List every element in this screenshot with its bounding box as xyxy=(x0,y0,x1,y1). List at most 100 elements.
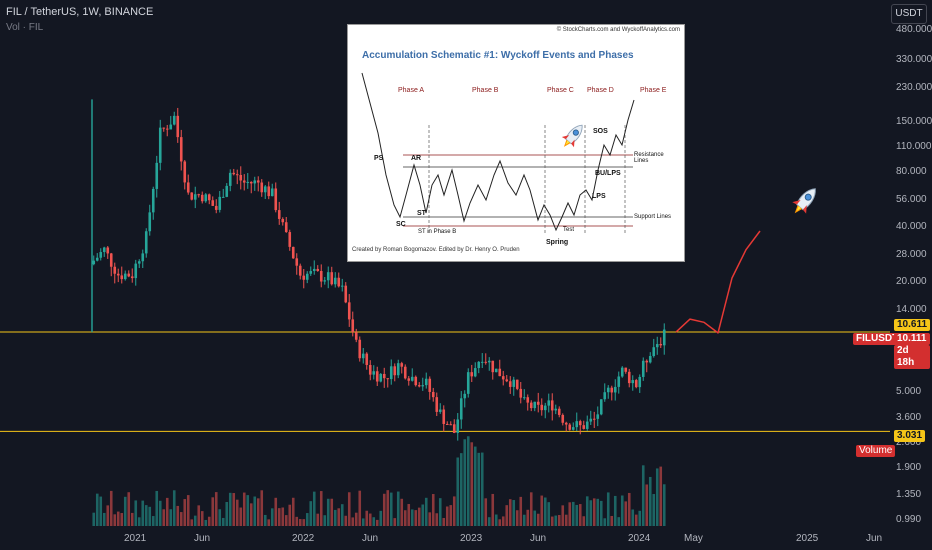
candle-body xyxy=(519,388,523,398)
volume-bar xyxy=(522,514,526,526)
currency-button[interactable]: USDT xyxy=(891,4,927,24)
candle-body xyxy=(396,363,400,376)
candle-body xyxy=(183,161,187,183)
candle-body xyxy=(659,344,663,346)
candle-body xyxy=(641,360,645,377)
volume-indicator-title[interactable]: Vol · FIL xyxy=(6,22,44,33)
volume-bar xyxy=(221,517,225,526)
lower-line-price-tag: 3.031 xyxy=(894,430,926,442)
candle-body xyxy=(354,332,358,340)
volume-bar xyxy=(193,515,197,526)
candle-body xyxy=(445,423,449,425)
candle-body xyxy=(613,386,617,393)
volume-bar xyxy=(550,516,554,526)
volume-bar xyxy=(648,476,652,526)
resistance-lines-label: Resistance Lines xyxy=(634,152,664,164)
candle-body xyxy=(533,401,537,409)
volume-bar xyxy=(631,509,635,526)
candle-body xyxy=(200,194,204,202)
candle-body xyxy=(624,367,628,372)
candle-body xyxy=(281,218,285,223)
volume-bar xyxy=(634,514,638,526)
price-axis-label: 80.000 xyxy=(896,165,927,177)
candle-body xyxy=(550,400,554,411)
volume-bar xyxy=(421,504,425,526)
candle-body xyxy=(151,188,155,213)
candle-body xyxy=(515,379,519,389)
volume-bar xyxy=(92,512,96,526)
volume-bar xyxy=(547,502,551,526)
candle-body xyxy=(316,268,320,271)
volume-bar xyxy=(449,505,453,526)
candle-body xyxy=(459,398,463,420)
volume-bar xyxy=(641,465,645,526)
volume-bar xyxy=(330,498,334,526)
candle-body xyxy=(123,273,127,280)
candle-body xyxy=(599,399,603,415)
volume-bar xyxy=(165,497,169,526)
volume-bar xyxy=(575,504,579,526)
candle-body xyxy=(225,185,229,197)
volume-bar xyxy=(365,510,369,526)
volume-bar xyxy=(228,492,232,526)
price-axis-label: 110.000 xyxy=(896,140,932,152)
candle-body xyxy=(379,373,383,382)
inset-copyright: © StockCharts.com and WyckoffAnalytics.c… xyxy=(556,27,680,33)
volume-bar xyxy=(326,498,330,526)
volume-bar xyxy=(508,499,512,526)
volume-bar xyxy=(169,509,173,526)
candle-body xyxy=(491,360,495,373)
volume-bar xyxy=(148,506,152,526)
volume-bar xyxy=(470,442,474,526)
candle-body xyxy=(571,427,575,430)
price-axis-label: 480.000 xyxy=(896,24,932,35)
event-bu-lps: BU/LPS xyxy=(595,170,621,177)
volume-bar xyxy=(116,511,120,526)
phase-c-label: Phase C xyxy=(547,87,574,94)
candle-body xyxy=(137,261,141,264)
price-axis-label: 150.000 xyxy=(896,116,932,128)
volume-bar xyxy=(435,513,439,526)
candle-body xyxy=(634,380,638,388)
volume-bar xyxy=(645,484,649,526)
candle-body xyxy=(347,302,351,320)
candle-body xyxy=(540,404,544,411)
candle-body xyxy=(361,353,365,359)
volume-bar xyxy=(144,505,148,526)
candle-body xyxy=(235,174,239,176)
volume-bar xyxy=(319,491,323,526)
symbol-title[interactable]: FIL / TetherUS, 1W, BINANCE xyxy=(6,6,154,18)
volume-bar xyxy=(561,505,565,526)
candle-body xyxy=(291,246,295,259)
candle-body xyxy=(596,414,600,419)
price-axis-label: 28.000 xyxy=(896,249,927,261)
candle-body xyxy=(95,257,99,261)
candle-body xyxy=(106,247,110,254)
candle-body xyxy=(393,366,397,376)
volume-bar xyxy=(225,501,229,526)
candle-body xyxy=(645,360,649,363)
candle-body xyxy=(603,392,607,400)
volume-bar xyxy=(288,504,292,526)
volume-bar xyxy=(617,517,621,526)
candle-body xyxy=(253,180,257,184)
candle-body xyxy=(414,376,418,386)
volume-bar xyxy=(620,495,624,526)
volume-bar xyxy=(316,513,320,526)
time-axis-label: May xyxy=(684,533,703,544)
inset-title: Accumulation Schematic #1: Wyckoff Event… xyxy=(362,50,634,61)
volume-bar xyxy=(379,510,383,526)
volume-bar xyxy=(386,490,390,526)
candle-body xyxy=(484,361,488,363)
candle-body xyxy=(617,376,621,387)
volume-bar xyxy=(309,501,313,526)
candle-body xyxy=(323,280,327,282)
candle-body xyxy=(358,339,362,359)
candle-body xyxy=(176,115,180,138)
candle-body xyxy=(284,222,288,233)
volume-bar xyxy=(102,512,106,526)
candle-body xyxy=(375,371,379,382)
volume-bar xyxy=(662,484,666,526)
candle-body xyxy=(179,137,183,162)
